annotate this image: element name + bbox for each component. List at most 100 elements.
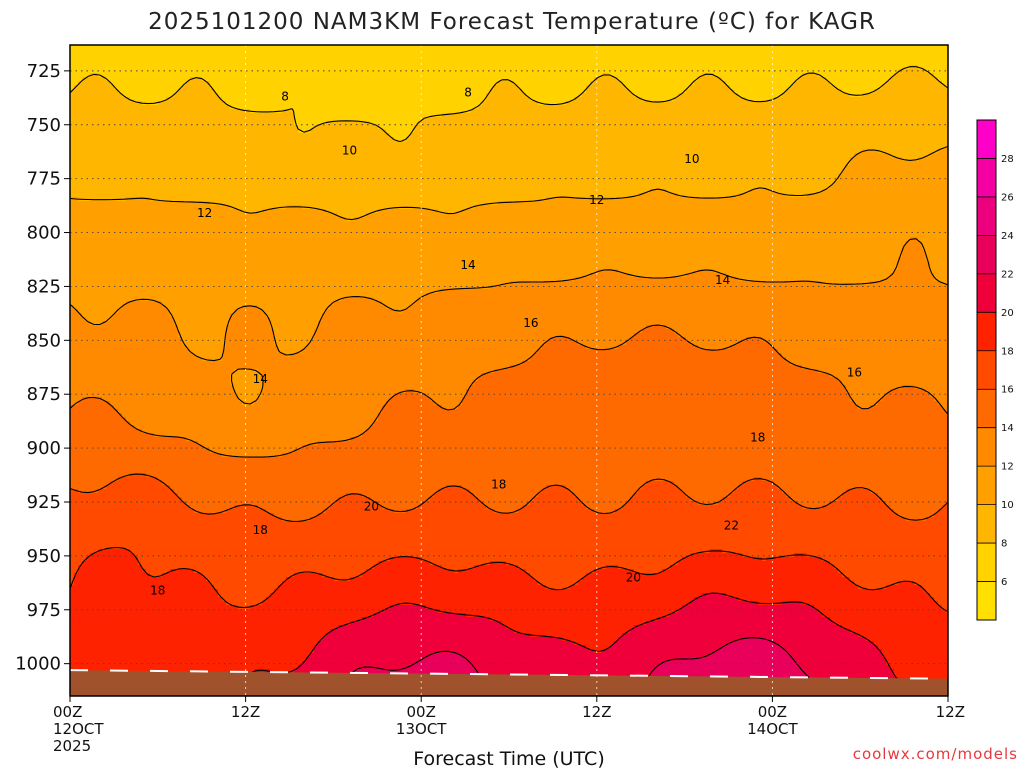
temperature-cell	[358, 437, 363, 494]
temperature-cell	[534, 45, 539, 102]
temperature-cell	[642, 277, 647, 330]
temperature-cell	[294, 449, 299, 522]
x-tick-label: 12Z	[231, 703, 260, 721]
temperature-cell	[550, 105, 555, 198]
temperature-cell	[486, 565, 491, 618]
temperature-cell	[822, 285, 827, 374]
temperature-cell	[886, 585, 891, 666]
temperature-cell	[726, 645, 731, 696]
temperature-cell	[318, 513, 323, 574]
temperature-cell	[514, 565, 519, 634]
temperature-cell	[178, 569, 183, 696]
colorbar-swatch	[977, 389, 996, 428]
temperature-cell	[394, 209, 399, 310]
temperature-cell	[530, 101, 535, 202]
temperature-cell	[906, 521, 911, 582]
temperature-cell	[650, 573, 655, 622]
temperature-cell	[922, 45, 927, 70]
temperature-cell	[238, 609, 243, 686]
temperature-cell	[122, 45, 127, 98]
temperature-cell	[78, 493, 83, 566]
temperature-cell	[334, 301, 339, 442]
temperature-cell	[374, 125, 379, 214]
temperature-cell	[718, 549, 723, 594]
colorbar-swatch	[977, 158, 996, 197]
temperature-cell	[822, 617, 827, 690]
temperature-cell	[886, 45, 891, 82]
temperature-cell	[906, 241, 911, 386]
temperature-cell	[630, 497, 635, 570]
temperature-cell	[854, 585, 859, 634]
temperature-cell	[394, 393, 399, 514]
temperature-cell	[406, 509, 411, 558]
temperature-cell	[818, 45, 823, 78]
temperature-cell	[898, 69, 903, 158]
temperature-cell	[822, 77, 827, 190]
temperature-cell	[334, 213, 339, 302]
temperature-cell	[942, 45, 947, 86]
temperature-cell	[738, 193, 743, 282]
temperature-cell	[390, 45, 395, 138]
temperature-cell	[874, 645, 879, 696]
temperature-cell	[902, 69, 907, 162]
temperature-cell	[298, 205, 303, 354]
temperature-cell	[582, 577, 587, 646]
temperature-cell	[210, 513, 215, 586]
temperature-cell	[470, 289, 475, 386]
temperature-cell	[482, 617, 487, 682]
contour-label: 18	[253, 523, 268, 537]
temperature-cell	[682, 493, 687, 558]
temperature-cell	[418, 557, 423, 606]
temperature-cell	[402, 557, 407, 606]
temperature-cell	[138, 429, 143, 474]
temperature-cell	[774, 557, 779, 606]
temperature-cell	[694, 81, 699, 198]
temperature-cell	[242, 369, 247, 406]
temperature-cell	[666, 45, 671, 102]
temperature-cell	[794, 501, 799, 554]
temperature-cell	[898, 517, 903, 582]
temperature-cell	[578, 501, 583, 582]
temperature-cell	[918, 521, 923, 586]
contour-line	[70, 146, 948, 221]
temperature-cell	[642, 485, 647, 574]
temperature-cell	[386, 133, 391, 210]
temperature-cell	[314, 517, 319, 574]
temperature-cell	[474, 381, 479, 498]
temperature-cell	[370, 501, 375, 570]
temperature-cell	[198, 77, 203, 202]
temperature-cell	[850, 97, 855, 158]
temperature-cell	[186, 505, 191, 570]
credit-link[interactable]: coolwx.com/models	[853, 745, 1018, 763]
temperature-cell	[334, 629, 339, 696]
temperature-cell	[914, 521, 919, 586]
temperature-cell	[726, 85, 731, 198]
temperature-cell	[370, 617, 375, 670]
temperature-cell	[658, 45, 663, 102]
temperature-cell	[938, 405, 943, 510]
temperature-cell	[898, 257, 903, 390]
temperature-cell	[166, 485, 171, 574]
temperature-cell	[110, 85, 115, 202]
temperature-cell	[890, 45, 895, 78]
temperature-cell	[482, 101, 487, 206]
temperature-cell	[686, 557, 691, 606]
temperature-cell	[794, 45, 799, 82]
temperature-cell	[726, 497, 731, 554]
temperature-cell	[222, 101, 227, 206]
temperature-cell	[274, 457, 279, 518]
colorbar-swatch	[977, 466, 996, 505]
temperature-cell	[906, 45, 911, 70]
temperature-cell	[82, 77, 87, 202]
temperature-cell	[378, 209, 383, 302]
temperature-cell	[590, 273, 595, 350]
temperature-cell	[902, 161, 907, 246]
temperature-cell	[642, 573, 647, 626]
temperature-cell	[750, 637, 755, 696]
temperature-cell	[310, 573, 315, 654]
temperature-cell	[310, 209, 315, 342]
temperature-cell	[694, 197, 699, 274]
x-tick-label: 12Z	[582, 703, 611, 721]
temperature-cell	[518, 45, 523, 90]
temperature-cell	[94, 73, 99, 202]
